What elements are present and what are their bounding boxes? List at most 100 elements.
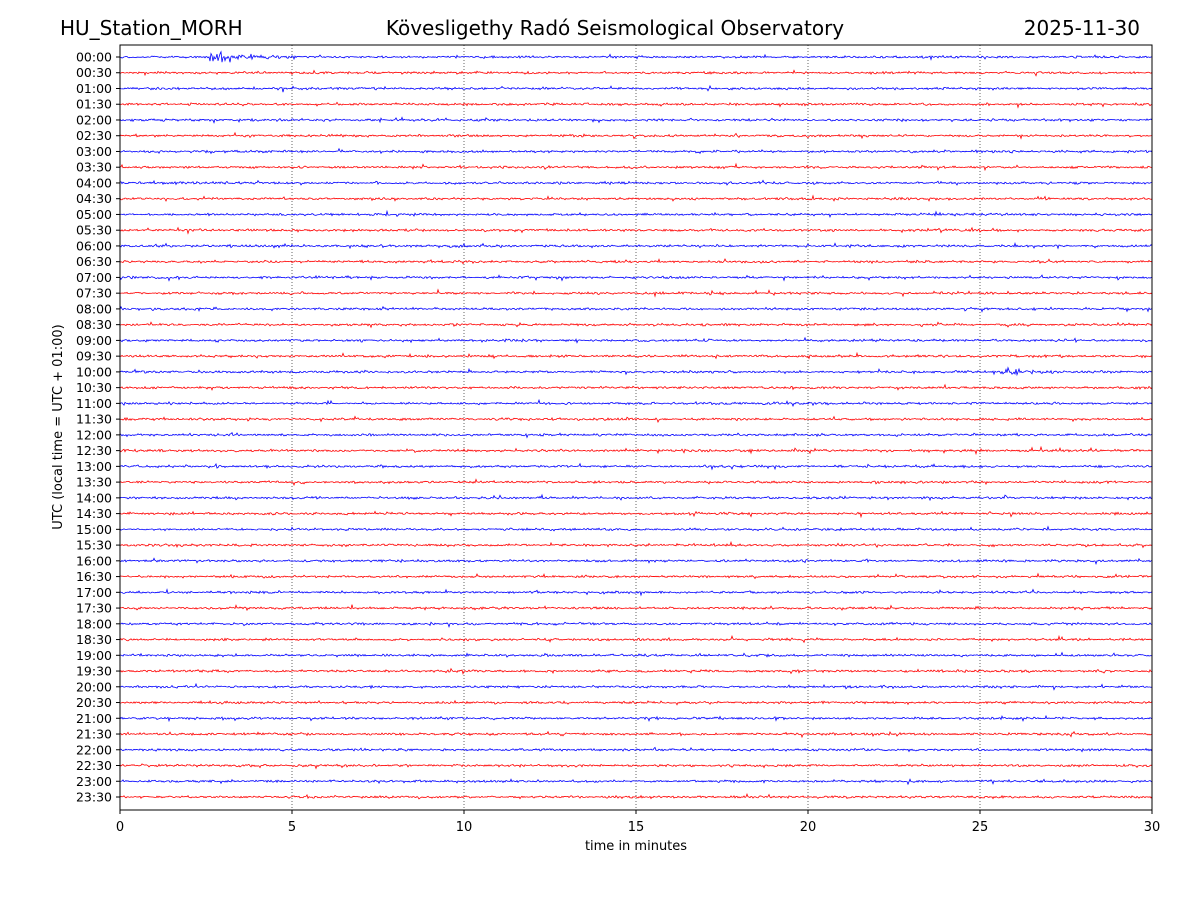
y-tick-label: 05:00 xyxy=(76,207,112,222)
x-axis: 0 5 10 15 20 25 30 xyxy=(116,810,1160,835)
y-tick-label: 09:30 xyxy=(76,349,112,364)
trace-2300 xyxy=(119,778,1153,786)
y-tick-label: 04:30 xyxy=(76,191,112,206)
y-tick-label: 04:00 xyxy=(76,175,112,190)
trace-0500 xyxy=(119,209,1153,218)
trace-1100 xyxy=(119,398,1153,407)
x-tick-label: 20 xyxy=(800,820,817,835)
y-tick-label: 17:30 xyxy=(76,601,112,616)
trace-2030 xyxy=(119,699,1153,706)
y-tick-label: 23:00 xyxy=(76,774,112,789)
y-tick-label: 14:30 xyxy=(76,506,112,521)
trace-1200 xyxy=(119,431,1153,439)
y-tick-label: 17:00 xyxy=(76,585,112,600)
trace-0530 xyxy=(119,226,1153,235)
x-tick-label: 30 xyxy=(1144,820,1161,835)
y-tick-label: 22:30 xyxy=(76,758,112,773)
y-tick-label: 02:30 xyxy=(76,128,112,143)
y-tick-label: 03:30 xyxy=(76,160,112,175)
trace-0900 xyxy=(119,336,1153,344)
trace-1230 xyxy=(119,445,1153,456)
y-tick-label: 18:30 xyxy=(76,632,112,647)
y-tick-label: 00:30 xyxy=(76,65,112,80)
y-tick-label: 11:00 xyxy=(76,396,112,411)
y-tick-label: 10:00 xyxy=(76,364,112,379)
y-tick-label: 05:30 xyxy=(76,223,112,238)
y-tick-label: 08:00 xyxy=(76,301,112,316)
y-tick-label: 03:00 xyxy=(76,144,112,159)
y-tick-label: 19:30 xyxy=(76,664,112,679)
trace-0730 xyxy=(119,288,1153,298)
trace-0000 xyxy=(119,50,1153,63)
y-tick-label: 01:30 xyxy=(76,97,112,112)
trace-0230 xyxy=(119,131,1153,140)
trace-2330 xyxy=(119,792,1153,800)
y-tick-label: 16:30 xyxy=(76,569,112,584)
trace-1300 xyxy=(119,462,1153,471)
trace-1700 xyxy=(119,588,1153,597)
trace-1730 xyxy=(119,604,1153,612)
trace-1500 xyxy=(119,525,1153,532)
trace-1800 xyxy=(119,621,1153,629)
trace-1400 xyxy=(119,493,1153,502)
y-tick-label: 21:00 xyxy=(76,711,112,726)
x-tick-label: 5 xyxy=(288,820,296,835)
y-tick-label: 12:00 xyxy=(76,427,112,442)
y-axis-label: UTC (local time = UTC + 01:00) xyxy=(51,324,66,529)
trace-0630 xyxy=(119,258,1153,265)
trace-0600 xyxy=(119,242,1153,250)
trace-1330 xyxy=(119,478,1153,486)
y-tick-label: 07:00 xyxy=(76,270,112,285)
y-tick-label: 20:30 xyxy=(76,695,112,710)
y-tick-label: 11:30 xyxy=(76,412,112,427)
trace-0930 xyxy=(119,351,1153,360)
chart-title: Kövesligethy Radó Seismological Observat… xyxy=(386,16,844,40)
y-tick-label: 19:00 xyxy=(76,648,112,663)
y-tick-label: 02:00 xyxy=(76,112,112,127)
y-tick-label: 16:00 xyxy=(76,553,112,568)
trace-0030 xyxy=(119,69,1153,77)
x-tick-label: 10 xyxy=(456,820,473,835)
y-tick-label: 08:30 xyxy=(76,317,112,332)
y-tick-label: 06:30 xyxy=(76,254,112,269)
y-tick-label: 15:30 xyxy=(76,538,112,553)
y-tick-label: 12:30 xyxy=(76,443,112,458)
trace-1630 xyxy=(119,572,1153,580)
y-tick-label: 07:30 xyxy=(76,286,112,301)
trace-0830 xyxy=(119,321,1153,329)
trace-0700 xyxy=(119,274,1153,282)
y-tick-label: 20:00 xyxy=(76,679,112,694)
trace-1000 xyxy=(119,366,1153,377)
y-tick-label: 00:00 xyxy=(76,50,112,65)
trace-1530 xyxy=(119,540,1153,549)
trace-1030 xyxy=(119,383,1153,391)
trace-0430 xyxy=(119,194,1153,202)
trace-1430 xyxy=(119,510,1153,519)
plot-frame xyxy=(119,44,1153,811)
y-tick-label: 01:00 xyxy=(76,81,112,96)
trace-1930 xyxy=(119,667,1153,675)
trace-0200 xyxy=(119,116,1153,124)
y-tick-label: 14:00 xyxy=(76,490,112,505)
traces xyxy=(119,50,1153,800)
y-tick-label: 10:30 xyxy=(76,380,112,395)
x-tick-label: 25 xyxy=(972,820,989,835)
trace-2200 xyxy=(119,746,1153,753)
trace-1830 xyxy=(119,634,1153,644)
trace-0800 xyxy=(119,305,1153,313)
y-tick-label: 06:00 xyxy=(76,238,112,253)
trace-1600 xyxy=(119,557,1153,566)
x-axis-label: time in minutes xyxy=(585,839,687,854)
y-tick-label: 23:30 xyxy=(76,790,112,805)
date-label: 2025-11-30 xyxy=(1024,16,1140,40)
grid-lines xyxy=(291,45,981,810)
y-tick-label: 15:00 xyxy=(76,522,112,537)
trace-2230 xyxy=(119,763,1153,770)
trace-2000 xyxy=(119,682,1153,691)
trace-0100 xyxy=(119,84,1153,93)
trace-1130 xyxy=(119,415,1153,424)
y-tick-label: 21:30 xyxy=(76,727,112,742)
trace-2130 xyxy=(119,730,1153,739)
trace-0330 xyxy=(119,162,1153,172)
